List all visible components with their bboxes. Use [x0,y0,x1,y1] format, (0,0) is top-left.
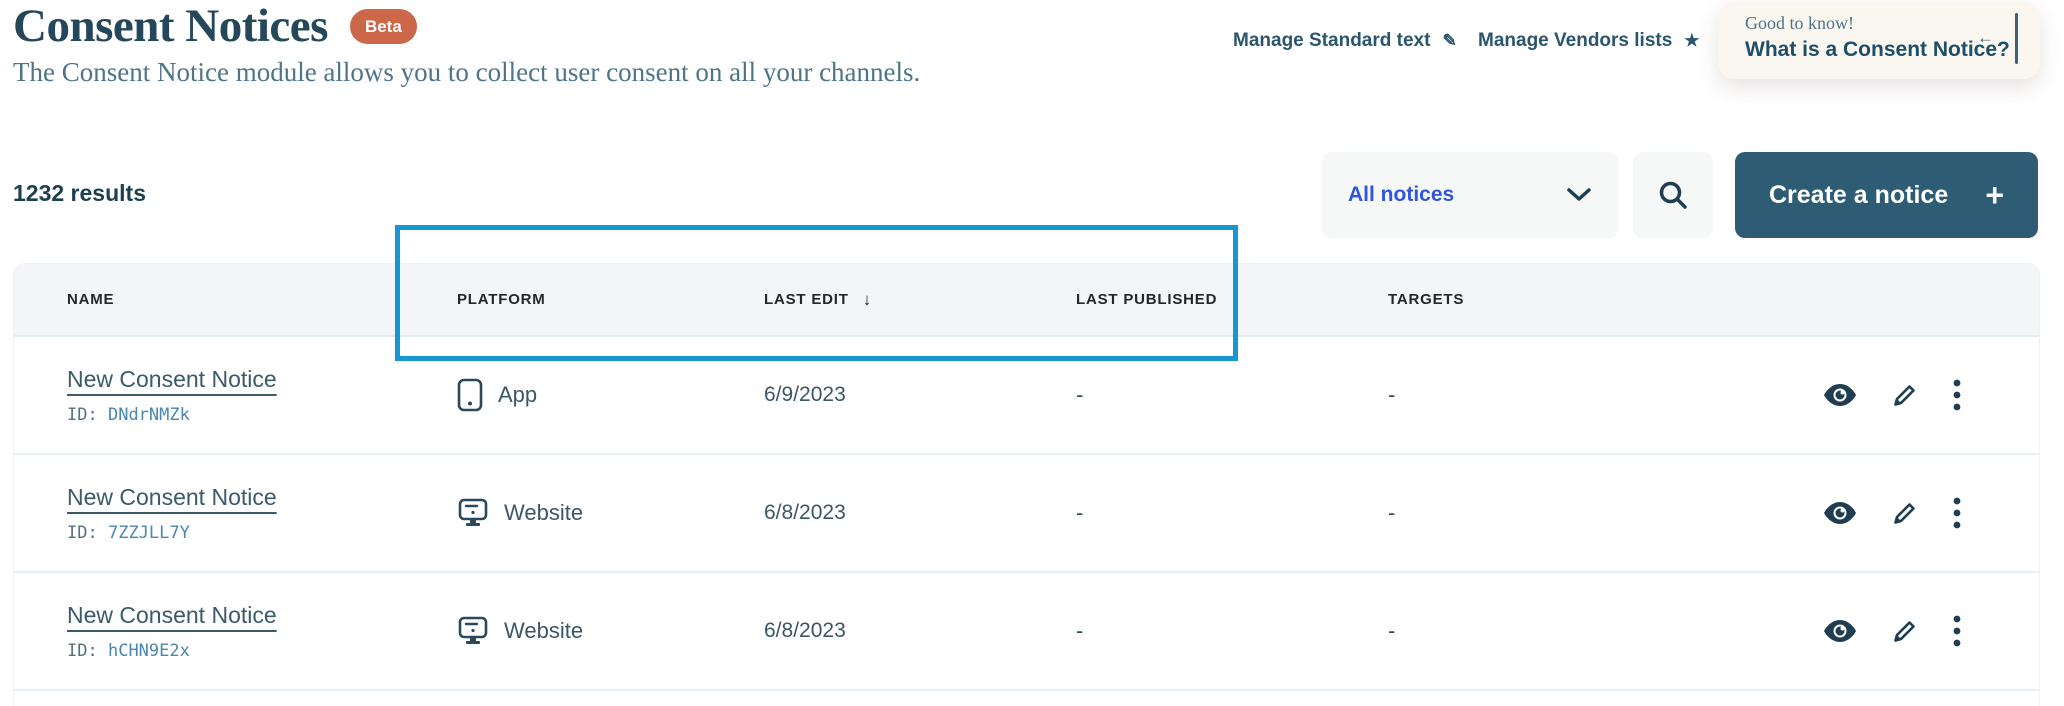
notice-id: ID: hCHN9E2x [67,640,190,661]
last-edit-date: 6/8/2023 [764,619,846,642]
star-icon: ★ [1684,31,1700,50]
table-row: New Consent Notice ID: DNdrNMZk App 6/9/… [14,337,2039,455]
last-published-value: - [1076,500,1084,525]
beta-badge: Beta [349,9,417,44]
back-arrow-icon[interactable]: ← [1977,28,1994,47]
good-to-know-card: Good to know! What is a Consent Notice? … [1718,2,2040,79]
kebab-menu-icon[interactable] [1953,615,1961,647]
edit-pencil-icon[interactable] [1890,498,1920,528]
preview-eye-icon[interactable] [1823,501,1857,525]
create-notice-button[interactable]: Create a notice + [1735,152,2038,238]
good-to-know-eyebrow: Good to know! [1745,13,1854,33]
page-title: Consent Notices [13,0,328,52]
kebab-menu-icon[interactable] [1953,497,1961,529]
notice-id: ID: DNdrNMZk [67,404,190,425]
manage-vendors-lists-label: Manage Vendors lists [1478,30,1673,51]
last-edit-date: 6/9/2023 [764,383,846,406]
platform-label: Website [504,618,584,643]
kebab-menu-icon[interactable] [1953,379,1961,411]
notice-name-link[interactable]: New Consent Notice [67,483,277,510]
column-header-name[interactable]: NAME [67,291,115,308]
create-notice-label: Create a notice [1769,180,1949,209]
notice-name-link[interactable]: New Consent Notice [67,601,277,628]
sort-desc-icon: ↓ [862,289,873,309]
targets-value: - [1388,382,1396,407]
notice-name-link[interactable]: New Consent Notice [67,365,277,392]
edit-pencil-icon[interactable] [1890,616,1920,646]
targets-value: - [1388,500,1396,525]
carousel-scrollbar [2015,13,2018,64]
edit-pencil-icon[interactable] [1890,380,1920,410]
preview-eye-icon[interactable] [1823,619,1857,643]
good-to-know-title-link[interactable]: What is a Consent Notice? [1745,38,2010,61]
results-count: 1232 results [13,180,146,206]
last-published-value: - [1076,382,1084,407]
desktop-icon [457,497,489,529]
page-header: Consent Notices Beta [13,0,417,52]
notice-id: ID: 7ZZJLL7Y [67,522,190,543]
platform-label: App [498,382,538,407]
last-edit-date: 6/8/2023 [764,501,846,524]
preview-eye-icon[interactable] [1823,383,1857,407]
targets-value: - [1388,618,1396,643]
search-icon [1657,179,1689,211]
manage-standard-text-link[interactable]: Manage Standard text ✎ [1233,30,1457,52]
page-subtitle: The Consent Notice module allows you to … [13,57,921,87]
chevron-down-icon [1566,187,1592,203]
mobile-icon [457,378,483,412]
manage-standard-text-label: Manage Standard text [1233,30,1431,51]
plus-icon: + [1985,177,2004,213]
desktop-icon [457,615,489,647]
notices-filter-value: All notices [1348,183,1455,206]
manage-vendors-lists-link[interactable]: Manage Vendors lists ★ [1478,30,1700,52]
last-published-value: - [1076,618,1084,643]
table-row: New Consent Notice ID: hCHN9E2x Website … [14,573,2039,691]
notices-filter-dropdown[interactable]: All notices [1322,152,1618,238]
column-header-targets[interactable]: TARGETS [1388,291,1465,308]
table-header-row: NAME PLATFORM LAST EDIT ↓ LAST PUBLISHED… [14,264,2039,337]
column-header-platform[interactable]: PLATFORM [457,291,546,308]
platform-label: Website [504,500,584,525]
notices-table: NAME PLATFORM LAST EDIT ↓ LAST PUBLISHED… [13,263,2040,706]
search-button[interactable] [1633,152,1713,238]
table-row: New Consent Notice ID: 7ZZJLL7Y Website … [14,455,2039,573]
column-header-last-edit[interactable]: LAST EDIT ↓ [764,289,873,309]
column-header-last-published[interactable]: LAST PUBLISHED [1076,291,1218,308]
pencil-icon: ✎ [1442,31,1457,50]
